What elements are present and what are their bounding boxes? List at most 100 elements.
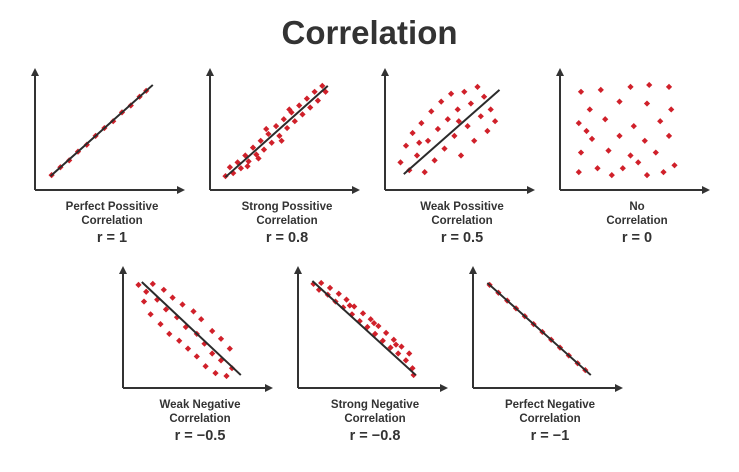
data-point <box>477 113 484 120</box>
data-point <box>395 350 402 357</box>
panel-caption: Perfect Possitive Correlation r = 1 <box>27 200 197 246</box>
scatter-panel-4 <box>556 68 710 194</box>
data-point <box>390 336 397 343</box>
data-point <box>335 290 342 297</box>
data-point <box>351 303 358 310</box>
data-point <box>343 296 350 303</box>
data-point <box>179 301 186 308</box>
r-value: r = 0.8 <box>265 230 309 246</box>
data-point <box>586 106 593 113</box>
data-point <box>392 341 400 348</box>
data-point <box>447 90 455 97</box>
data-point <box>409 129 416 137</box>
panel-label-line1: Strong Possitive <box>241 201 333 213</box>
data-point <box>249 144 257 151</box>
data-point <box>272 122 280 130</box>
panel-caption: Strong Negative Correlation r = −0.8 <box>290 398 460 444</box>
data-point <box>583 127 590 135</box>
data-point <box>402 357 410 364</box>
data-point <box>223 372 230 380</box>
data-point <box>147 311 154 318</box>
data-point <box>643 171 651 179</box>
data-point <box>260 146 268 153</box>
panel-label-line2: Correlation <box>606 215 668 227</box>
data-point <box>169 294 176 301</box>
trend-line <box>141 281 242 376</box>
data-point <box>314 97 322 104</box>
data-point <box>299 111 306 118</box>
data-point <box>326 284 334 291</box>
data-point <box>577 88 585 95</box>
data-point <box>245 158 252 165</box>
data-point <box>471 137 478 144</box>
panel-label-line1: Strong Negative <box>330 399 420 411</box>
panel-label-line2: Correlation <box>431 215 493 227</box>
scatter-panel-5 <box>119 266 273 392</box>
data-point <box>370 320 378 327</box>
panel-label-line2: Correlation <box>81 215 143 227</box>
data-point <box>424 137 432 144</box>
data-point <box>190 308 197 315</box>
trend-line <box>486 282 592 376</box>
data-point <box>434 125 442 133</box>
data-point <box>438 98 445 105</box>
data-point <box>140 298 148 305</box>
data-point <box>641 137 648 144</box>
data-point <box>311 88 318 95</box>
r-value: r = 0 <box>621 230 653 246</box>
data-point <box>226 345 233 352</box>
data-point <box>176 337 183 344</box>
r-value: r = 1 <box>96 230 128 246</box>
data-point <box>268 139 275 146</box>
data-point <box>627 83 634 91</box>
data-point <box>421 169 428 176</box>
trend-line <box>224 85 329 178</box>
data-point <box>575 120 582 127</box>
r-value: r = −0.8 <box>349 428 401 444</box>
data-point <box>135 281 142 289</box>
panel-label-line1: Weak Possitive <box>420 201 504 213</box>
data-point <box>346 302 353 309</box>
page-title: Correlation <box>281 14 458 51</box>
data-point <box>431 157 438 164</box>
scatter-panel-7 <box>469 266 623 392</box>
data-point <box>616 132 623 140</box>
data-point <box>340 304 347 311</box>
data-point <box>668 106 675 113</box>
scatter-panel-6 <box>294 266 448 392</box>
panel-caption: Weak Negative Correlation r = −0.5 <box>115 398 285 444</box>
data-point <box>441 145 448 152</box>
data-point <box>244 163 251 170</box>
data-point <box>474 83 481 91</box>
data-point <box>646 81 653 89</box>
panel-caption: Strong Possitive Correlation r = 0.8 <box>202 200 372 246</box>
panel-label-line2: Correlation <box>256 215 318 227</box>
data-point <box>588 135 596 142</box>
trend-line <box>403 89 501 175</box>
data-point <box>643 100 651 107</box>
data-point <box>375 322 382 330</box>
data-point <box>406 350 413 357</box>
data-point <box>160 286 167 293</box>
panel-label-line1: Perfect Possitive <box>65 201 159 213</box>
trend-line <box>49 84 154 177</box>
data-point <box>318 279 325 287</box>
data-point <box>418 120 425 127</box>
scatter-panel-3 <box>381 68 535 194</box>
data-point <box>627 152 634 159</box>
data-point <box>184 345 192 352</box>
data-point <box>464 122 471 130</box>
data-point <box>597 86 604 93</box>
data-point <box>652 149 659 156</box>
data-point <box>296 102 303 109</box>
r-value: r = −1 <box>530 428 570 444</box>
data-point <box>457 152 465 159</box>
data-point <box>605 147 612 154</box>
data-point <box>193 353 200 360</box>
data-point <box>467 100 475 107</box>
data-point <box>382 329 390 337</box>
data-point <box>616 98 623 105</box>
data-point <box>280 116 287 123</box>
data-point <box>665 132 673 140</box>
